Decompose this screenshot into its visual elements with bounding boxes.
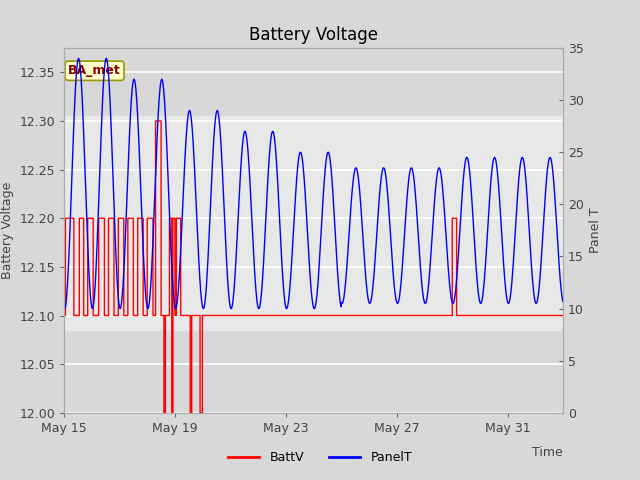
Title: Battery Voltage: Battery Voltage — [249, 25, 378, 44]
Legend: BattV, PanelT: BattV, PanelT — [223, 446, 417, 469]
Text: BA_met: BA_met — [68, 64, 121, 77]
Bar — [64, 116, 563, 330]
Text: Time: Time — [532, 445, 563, 458]
Y-axis label: Battery Voltage: Battery Voltage — [1, 182, 13, 279]
Y-axis label: Panel T: Panel T — [589, 207, 602, 253]
